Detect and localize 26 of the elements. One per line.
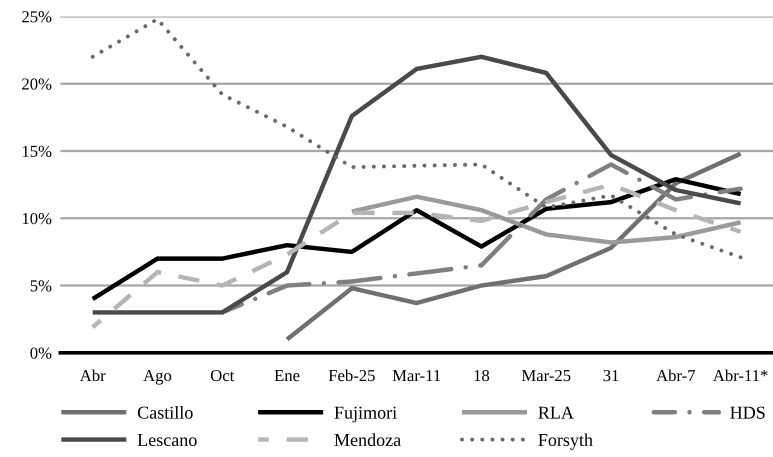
x-tick-label: Ago: [143, 370, 172, 385]
line-series: [90, 182, 743, 330]
line-series: [90, 177, 743, 302]
y-tick-label: 25%: [22, 11, 52, 22]
x-tick-label: 18: [474, 370, 490, 382]
legend-label: Lescano: [138, 434, 197, 446]
x-tick-label: Ene: [274, 370, 300, 382]
legend-label: Forsyth: [538, 433, 593, 450]
y-tick-label: 0%: [30, 348, 52, 359]
x-tick-label: Oct: [210, 370, 234, 382]
x-tick-label: Mar-25: [522, 370, 570, 382]
legend-label: Fujimori: [334, 406, 397, 422]
legend-label: HDS: [730, 406, 765, 419]
legend-label: Castillo: [138, 406, 193, 419]
x-tick-label: Mar-11: [392, 370, 440, 382]
legend-label: RLA: [538, 406, 574, 419]
x-tick-label: Abr: [80, 369, 106, 382]
x-tick-label: Abr-11*: [713, 369, 768, 382]
x-tick-label: Abr-7: [656, 369, 696, 382]
legend-label: Mendoza: [334, 433, 401, 446]
y-tick-label: 10%: [22, 212, 52, 224]
x-tick-label: Feb-25: [328, 369, 375, 382]
y-tick-label: 5%: [30, 280, 52, 292]
x-tick-label: 31: [603, 370, 618, 382]
y-tick-label: 15%: [22, 146, 52, 157]
y-tick-label: 20%: [22, 78, 52, 90]
